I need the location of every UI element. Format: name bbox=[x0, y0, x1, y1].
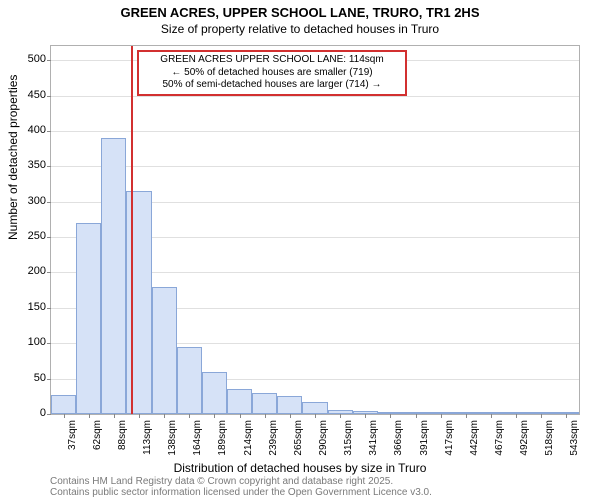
xtick-label: 518sqm bbox=[544, 420, 555, 460]
xtick-mark bbox=[139, 414, 140, 418]
xtick-mark bbox=[315, 414, 316, 418]
annotation-line2: ← 50% of detached houses are smaller (71… bbox=[145, 67, 399, 80]
ytick-mark bbox=[47, 237, 51, 238]
xtick-label: 214sqm bbox=[243, 420, 254, 460]
xtick-mark bbox=[240, 414, 241, 418]
xtick-mark bbox=[64, 414, 65, 418]
annotation-box: GREEN ACRES UPPER SCHOOL LANE: 114sqm ← … bbox=[137, 50, 407, 96]
xtick-mark bbox=[189, 414, 190, 418]
xtick-label: 239sqm bbox=[268, 420, 279, 460]
xtick-label: 391sqm bbox=[419, 420, 430, 460]
histogram-bar bbox=[177, 347, 202, 414]
ytick-mark bbox=[47, 414, 51, 415]
ytick-mark bbox=[47, 272, 51, 273]
grid-line bbox=[51, 96, 579, 97]
xtick-mark bbox=[541, 414, 542, 418]
xtick-label: 442sqm bbox=[469, 420, 480, 460]
xtick-mark bbox=[164, 414, 165, 418]
xtick-label: 366sqm bbox=[393, 420, 404, 460]
plot-area: 37sqm62sqm88sqm113sqm138sqm164sqm189sqm2… bbox=[50, 45, 580, 415]
ytick-label: 300 bbox=[16, 195, 46, 207]
ytick-label: 150 bbox=[16, 301, 46, 313]
ytick-mark bbox=[47, 131, 51, 132]
histogram-bar bbox=[152, 287, 177, 414]
histogram-bar bbox=[277, 396, 302, 414]
chart-container: GREEN ACRES, UPPER SCHOOL LANE, TRURO, T… bbox=[0, 0, 600, 500]
annotation-line3: 50% of semi-detached houses are larger (… bbox=[145, 79, 399, 92]
ytick-mark bbox=[47, 96, 51, 97]
xtick-mark bbox=[491, 414, 492, 418]
ytick-label: 0 bbox=[16, 407, 46, 419]
histogram-bar bbox=[126, 191, 151, 414]
ytick-mark bbox=[47, 343, 51, 344]
chart-title: GREEN ACRES, UPPER SCHOOL LANE, TRURO, T… bbox=[0, 5, 600, 20]
xtick-label: 290sqm bbox=[318, 420, 329, 460]
xtick-label: 315sqm bbox=[343, 420, 354, 460]
histogram-bar bbox=[227, 389, 252, 414]
xtick-mark bbox=[466, 414, 467, 418]
attribution-line1: Contains HM Land Registry data © Crown c… bbox=[50, 476, 432, 487]
ytick-label: 200 bbox=[16, 265, 46, 277]
xtick-label: 62sqm bbox=[92, 420, 103, 460]
xtick-mark bbox=[265, 414, 266, 418]
ytick-label: 350 bbox=[16, 159, 46, 171]
xtick-label: 164sqm bbox=[192, 420, 203, 460]
histogram-bar bbox=[51, 395, 76, 414]
ytick-label: 100 bbox=[16, 336, 46, 348]
xtick-label: 113sqm bbox=[142, 420, 153, 460]
ytick-label: 50 bbox=[16, 372, 46, 384]
xtick-mark bbox=[441, 414, 442, 418]
xtick-label: 37sqm bbox=[67, 420, 78, 460]
xtick-label: 492sqm bbox=[519, 420, 530, 460]
ytick-mark bbox=[47, 379, 51, 380]
ytick-label: 450 bbox=[16, 89, 46, 101]
xtick-mark bbox=[114, 414, 115, 418]
histogram-bar bbox=[252, 393, 277, 414]
marker-line bbox=[131, 46, 133, 414]
ytick-label: 400 bbox=[16, 124, 46, 136]
ytick-mark bbox=[47, 166, 51, 167]
xtick-label: 265sqm bbox=[293, 420, 304, 460]
xtick-label: 189sqm bbox=[217, 420, 228, 460]
xtick-mark bbox=[390, 414, 391, 418]
xtick-label: 417sqm bbox=[444, 420, 455, 460]
xtick-mark bbox=[89, 414, 90, 418]
xtick-label: 341sqm bbox=[368, 420, 379, 460]
histogram-bar bbox=[302, 402, 327, 414]
xtick-mark bbox=[566, 414, 567, 418]
xtick-label: 138sqm bbox=[167, 420, 178, 460]
ytick-mark bbox=[47, 308, 51, 309]
ytick-label: 500 bbox=[16, 53, 46, 65]
annotation-line1: GREEN ACRES UPPER SCHOOL LANE: 114sqm bbox=[145, 54, 399, 67]
xtick-mark bbox=[290, 414, 291, 418]
xtick-mark bbox=[365, 414, 366, 418]
x-axis-label: Distribution of detached houses by size … bbox=[0, 461, 600, 475]
ytick-label: 250 bbox=[16, 230, 46, 242]
xtick-label: 88sqm bbox=[117, 420, 128, 460]
grid-line bbox=[51, 131, 579, 132]
xtick-mark bbox=[340, 414, 341, 418]
histogram-bar bbox=[76, 223, 101, 414]
attribution-line2: Contains public sector information licen… bbox=[50, 487, 432, 498]
xtick-mark bbox=[516, 414, 517, 418]
histogram-bar bbox=[101, 138, 126, 414]
grid-line bbox=[51, 166, 579, 167]
attribution-text: Contains HM Land Registry data © Crown c… bbox=[50, 476, 432, 498]
xtick-label: 543sqm bbox=[569, 420, 580, 460]
ytick-mark bbox=[47, 60, 51, 61]
xtick-mark bbox=[214, 414, 215, 418]
xtick-mark bbox=[416, 414, 417, 418]
chart-subtitle: Size of property relative to detached ho… bbox=[0, 22, 600, 36]
xtick-label: 467sqm bbox=[494, 420, 505, 460]
ytick-mark bbox=[47, 202, 51, 203]
histogram-bar bbox=[202, 372, 227, 414]
